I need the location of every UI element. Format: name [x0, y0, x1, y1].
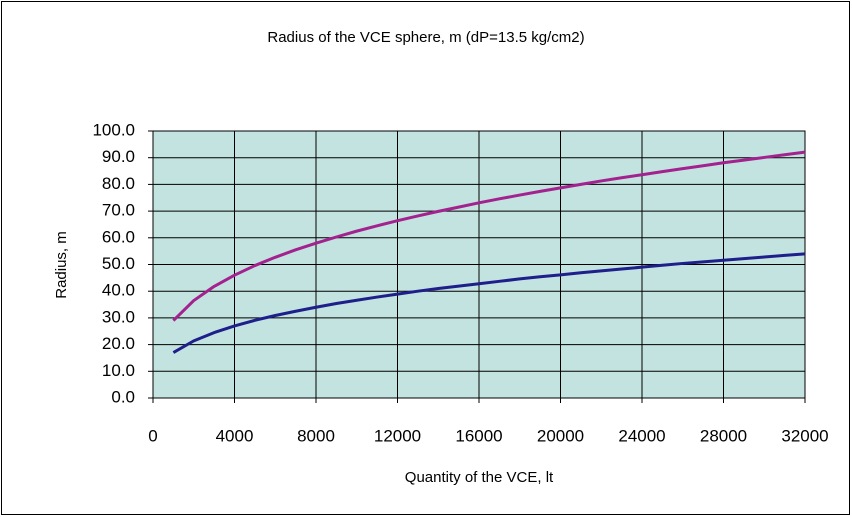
x-tick-label: 0: [148, 426, 157, 445]
y-tick-label: 90.0: [102, 147, 135, 166]
y-axis-label: Radius, m: [53, 231, 70, 299]
x-tick-label: 8000: [297, 426, 335, 445]
chart-title: Radius of the VCE sphere, m (dP=13.5 kg/…: [267, 29, 584, 46]
x-tick-label: 28000: [700, 426, 747, 445]
data-line: [172, 150, 806, 322]
x-tick-label: 16000: [455, 426, 502, 445]
x-tick-label: 20000: [537, 426, 584, 445]
y-tick-label: 0.0: [111, 387, 135, 406]
y-tick-label: 10.0: [102, 361, 135, 380]
data-line: [172, 252, 806, 354]
y-tick-label: 50.0: [102, 254, 135, 273]
y-tick-label: 30.0: [102, 307, 135, 326]
y-tick-label: 70.0: [102, 201, 135, 220]
y-tick-label: 40.0: [102, 281, 135, 300]
x-tick-label: 24000: [618, 426, 665, 445]
y-tick-label: 100.0: [92, 120, 135, 139]
x-tick-label: 4000: [216, 426, 254, 445]
x-axis-label: Quantity of the VCE, lt: [405, 469, 554, 486]
x-tick-label: 32000: [781, 426, 828, 445]
x-tick-label: 12000: [374, 426, 421, 445]
plot-border: [152, 130, 806, 399]
y-tick-label: 80.0: [102, 174, 135, 193]
y-tick-label: 60.0: [102, 227, 135, 246]
y-tick-label: 20.0: [102, 334, 135, 353]
